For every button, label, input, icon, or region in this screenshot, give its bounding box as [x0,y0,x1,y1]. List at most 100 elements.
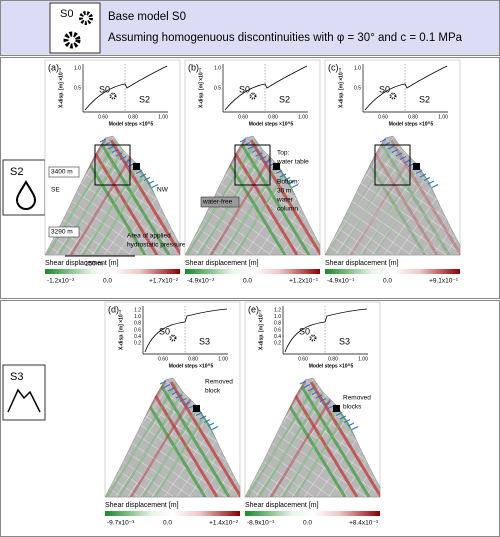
scenario-label: S3 [10,371,23,383]
annotation: 150 m [85,261,103,268]
displacement-arrow [255,152,263,157]
inset-x-tick: 0.60 [238,114,248,120]
colorbar-min: -4.9x10⁻¹ [327,278,355,285]
inset-tag: S3 [199,336,210,346]
colorbar-min: -8.9x10⁻³ [247,520,275,527]
joint [69,139,143,255]
inset-curve [364,65,448,111]
inset-x-label: Model steps ×10^5 [249,121,294,127]
annotation: Removed [205,379,233,386]
inset-x-label: Model steps ×10^5 [309,363,354,369]
mountain-icon [7,388,41,413]
inset-tag: S0 [99,84,110,94]
displacement-arrow [279,173,287,178]
colorbar-mid: 0.0 [103,278,112,285]
label-box [48,166,80,178]
colorbar-title: Shear displacement [m] [325,260,399,267]
displacement-arrow [167,387,175,392]
drop-icon [15,180,37,210]
gear [169,334,177,342]
panel: X-disp. [m] ×10⁻¹ 0.5 1.0 0.60 0.80 1.00 Model… [184,59,321,256]
inset-x-tick: 1.00 [218,356,228,362]
displacement-arrow [323,401,331,406]
inset-y-tick: 0.6 [274,327,281,333]
joint [209,139,283,255]
inset-y-tick: 0.2 [134,341,141,347]
label-box [48,226,80,238]
joint [145,381,219,497]
annotation: blocks [343,404,362,411]
annotation: SE [51,187,60,194]
inset-y-tick: 0.2 [274,341,281,347]
inset-y-label: X-disp. [m] ×10⁻² [338,68,344,108]
annotation: Area of applied [127,233,171,240]
joint [365,139,439,255]
inset-tag: S0 [159,326,170,336]
inset: X-disp. [m] ×10⁻² 0.5 1.0 0.60 0.80 1.00 Model… [338,64,448,127]
colorbar-title: Shear displacement [m] [105,502,179,509]
colorbar-max: +1.7x10⁻² [149,278,179,285]
inset-y-tick: 1.0 [74,65,81,71]
panel-label: (a) [48,62,59,72]
gear [249,92,257,100]
inset-x-tick: 0.60 [158,356,168,362]
inset-x-tick: 1.00 [358,356,368,362]
displacement-arrow [115,152,123,157]
displacement-arrow [211,426,219,430]
displacement-arrow [395,152,403,157]
inset-x-label: Model steps ×10^5 [109,121,154,127]
displacement-arrow [107,145,115,150]
displacement-arrow [159,380,167,385]
inset-x-tick: 0.80 [268,114,278,120]
joint [245,381,319,497]
colorbar-mid: 0.0 [243,278,252,285]
displacement-arrow [319,398,327,402]
colorbar-title: Shear displacement [m] [45,260,119,267]
marker [333,405,340,412]
displacement-arrow [175,394,183,399]
displacement-arrow [419,173,427,178]
panel-label: (b) [188,62,199,72]
inset-x-tick: 1.00 [438,114,448,120]
displacement-arrow [147,180,155,185]
displacement-arrow [311,391,319,395]
displacement-arrow [287,180,295,185]
joint [109,139,180,255]
displacement-arrow [163,384,171,388]
inset-x-tick: 0.60 [298,356,308,362]
joint [169,381,240,497]
displacement-arrow [379,138,387,143]
displacement-arrow [415,170,423,174]
inset-x-tick: 1.00 [298,114,308,120]
displacement-arrow [275,170,283,174]
joint [105,381,179,497]
displacement-arrow [283,177,291,181]
colorbar-max: +8.4x10⁻³ [349,520,379,527]
panel: X-disp. [m] ×10⁻² 0.20.40.60.81.01.2 0.60 0… [104,301,241,498]
inset-x-tick: 0.60 [98,114,108,120]
inset-curve [224,65,308,111]
inset-x-tick: 0.80 [128,114,138,120]
inset-y-tick: 0.4 [134,334,141,340]
panel-label: (e) [248,304,259,314]
gear [389,92,397,100]
joint [309,381,380,497]
inset-curve [144,308,228,353]
annotation: Removed [343,395,371,402]
colorbar-mid: 0.0 [163,520,172,527]
displacement-arrow [431,184,439,188]
annotation: 3290 m [51,229,73,236]
inset-x-tick: 0.60 [378,114,388,120]
scenario-box [2,364,46,421]
annotation: NW [157,187,169,194]
displacement-arrow [171,391,179,395]
colorbar-max: +1.4x10⁻² [209,520,239,527]
panel: X-disp. [m] ×10⁻² 0.5 1.0 0.60 0.80 1.00 Model… [324,59,461,256]
colorbar-min: -4.9x10⁻² [187,278,215,285]
inset-y-tick: 1.0 [214,65,221,71]
inset-y-tick: 0.4 [274,334,281,340]
joint [117,381,191,497]
scenario-label: S2 [10,166,23,178]
joint [285,381,359,497]
joint [297,381,371,497]
